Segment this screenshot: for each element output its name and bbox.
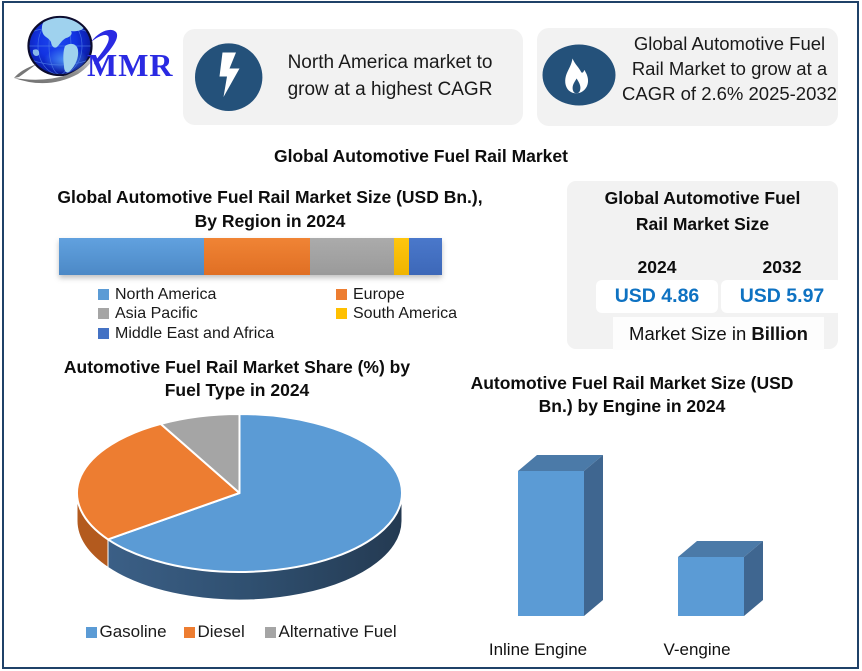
svg-text:MMR: MMR [87,47,174,83]
